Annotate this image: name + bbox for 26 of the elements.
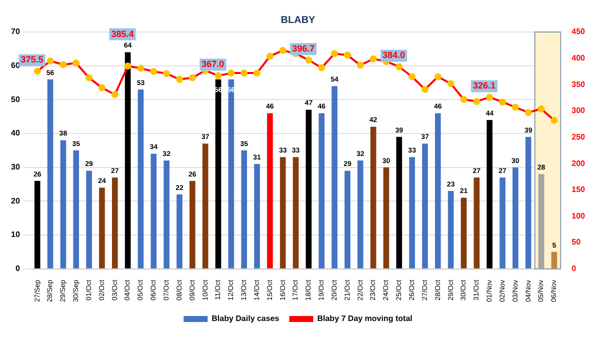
legend-label: Blaby 7 Day moving total [317,314,412,324]
y2-tick-label: 0 [572,264,577,274]
data-label: 385.4 [111,28,134,39]
data-label: 384.0 [382,50,406,60]
y2-tick-label: 400 [572,54,586,63]
y-tick-label: 70 [10,27,20,36]
y2-tick-label: 250 [572,132,586,142]
y-tick-label: 30 [10,162,20,172]
y-tick-label: 50 [10,94,20,104]
y2-tick-label: 350 [572,80,586,89]
legend-label: Blaby Daily cases [212,314,280,324]
y2-tick-label: 450 [572,27,586,36]
y-tick-label: 20 [10,196,20,206]
y-tick-label: 40 [10,128,20,138]
y-tick-label: 0 [15,264,20,274]
chart-title: BLABY [280,14,316,26]
y2-tick-label: 150 [572,185,586,194]
data-label: 375.5 [20,54,44,65]
data-label: 367.0 [202,59,224,70]
y2-tick-label: 200 [572,158,586,168]
y2-tick-label: 100 [572,211,586,220]
data-label: 326.1 [472,80,496,91]
y2-tick-label: 300 [572,106,586,116]
data-label: 396.7 [292,44,315,54]
y2-tick-label: 50 [572,238,582,247]
y-tick-label: 10 [10,230,20,240]
